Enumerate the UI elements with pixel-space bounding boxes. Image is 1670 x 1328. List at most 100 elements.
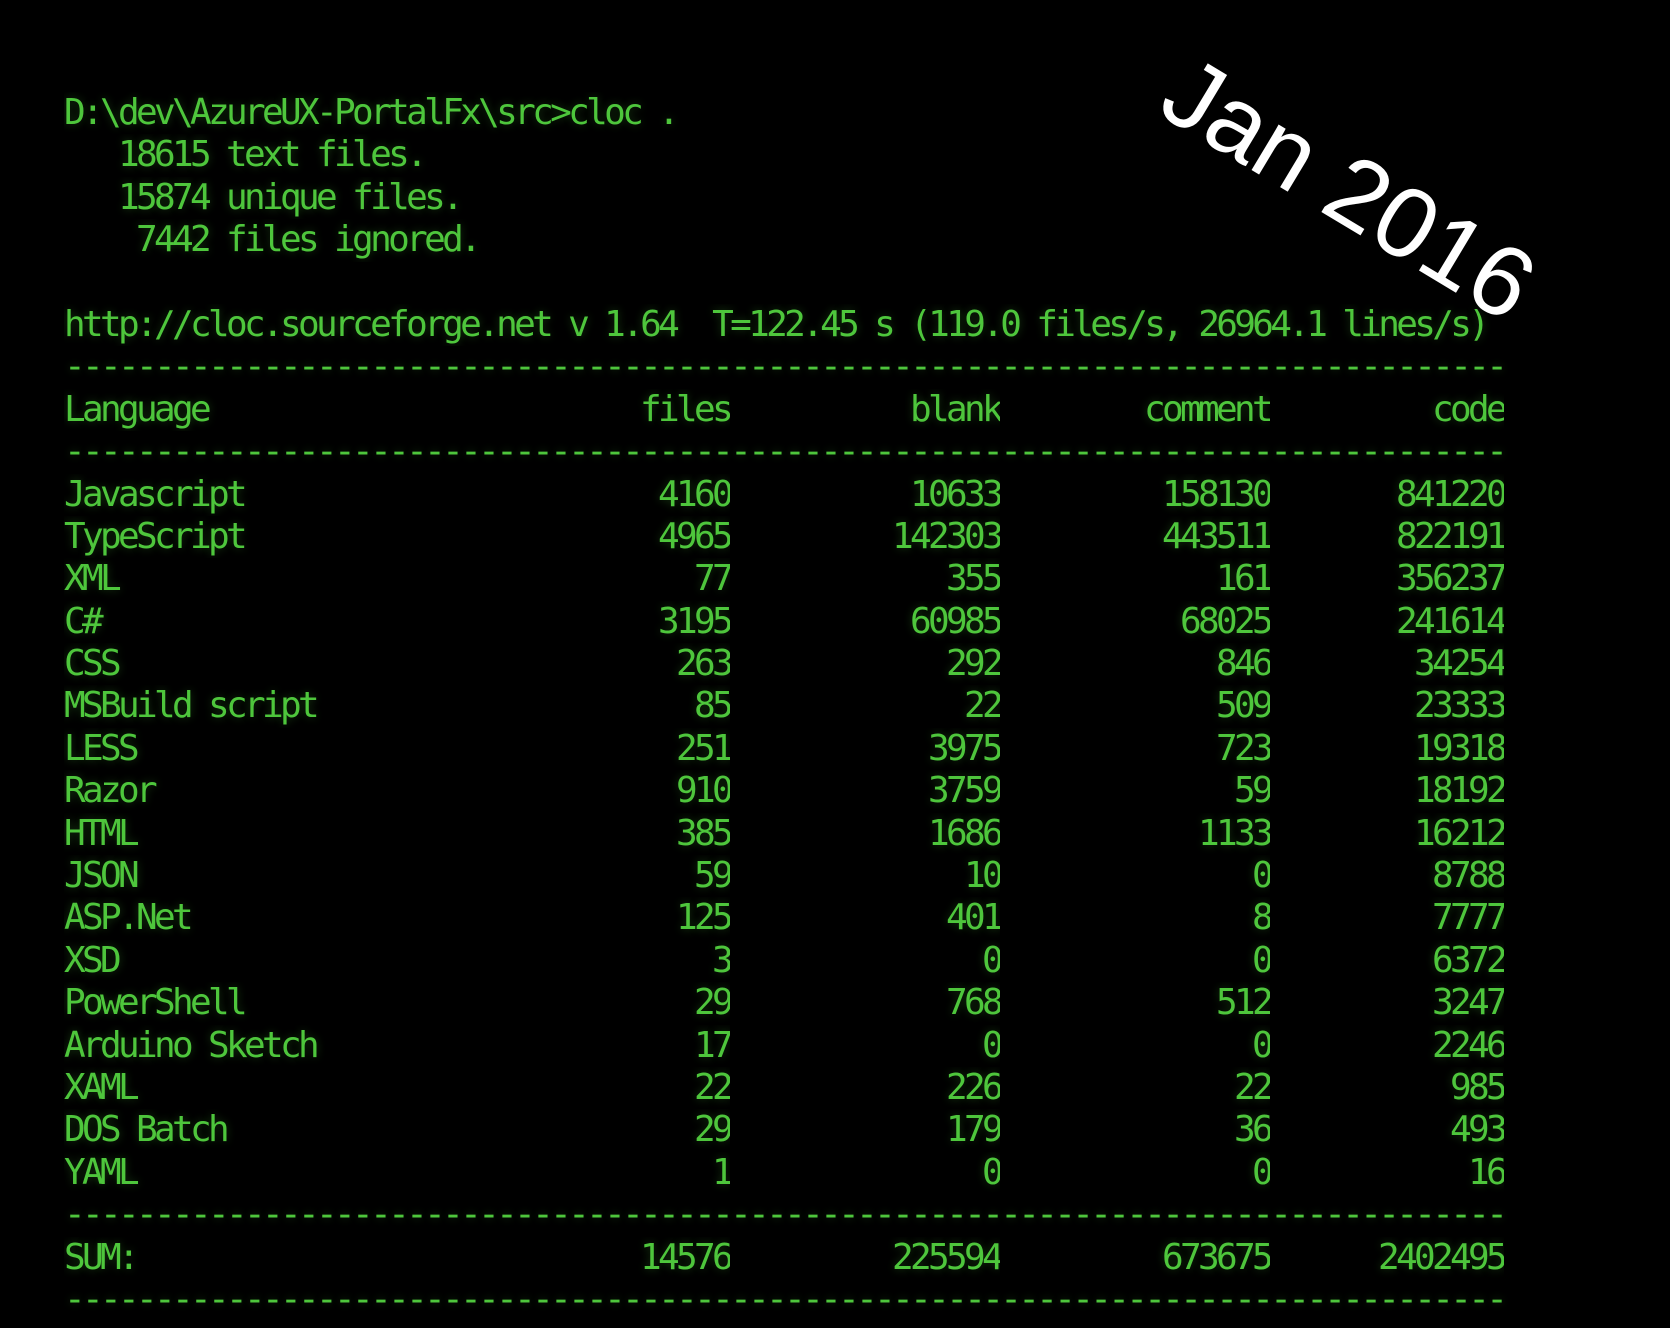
- files-cell: 4160: [657, 473, 730, 515]
- code-cell: 19318: [1413, 727, 1504, 769]
- comment-cell: 158130: [1161, 473, 1270, 515]
- sum-comment: 673675: [1161, 1236, 1270, 1278]
- comment-cell: 509: [1215, 685, 1270, 727]
- comment-cell: 723: [1215, 727, 1270, 769]
- blank-cell: 0: [981, 939, 1000, 981]
- code-cell: 822191: [1395, 515, 1504, 557]
- ignored-files-count-line: 7442 files ignored.: [64, 219, 482, 261]
- files-cell: 77: [693, 558, 730, 600]
- unique-files-count-line: 15874 unique files.: [64, 176, 464, 218]
- files-cell: 3: [711, 939, 730, 981]
- language-cell: LESS: [64, 727, 140, 769]
- table-row-razor: Razor 910 3759 59 18192: [64, 770, 1670, 812]
- code-cell: 23333: [1413, 685, 1504, 727]
- language-cell: TypeScript: [64, 515, 248, 557]
- sum-blank: 225594: [891, 1236, 1000, 1278]
- code-cell: 493: [1449, 1109, 1504, 1151]
- header-code: code: [1431, 388, 1504, 430]
- table-row-json: JSON 59 10 0 8788: [64, 855, 1670, 897]
- files-cell: 59: [693, 855, 730, 897]
- code-cell: 34254: [1413, 643, 1504, 685]
- text-files-count-line: 18615 text files.: [64, 134, 428, 176]
- table-row-yaml: YAML 1 0 0 16: [64, 1152, 1670, 1194]
- language-cell: DOS Batch: [64, 1109, 230, 1151]
- files-cell: 385: [675, 812, 730, 854]
- blank-cell: 10: [963, 855, 1000, 897]
- code-cell: 18192: [1413, 770, 1504, 812]
- code-cell: 985: [1449, 1066, 1504, 1108]
- sum-label: SUM:: [64, 1236, 140, 1278]
- language-cell: HTML: [64, 812, 140, 854]
- files-cell: 125: [675, 897, 730, 939]
- files-cell: 910: [675, 770, 730, 812]
- files-cell: 251: [675, 727, 730, 769]
- blank-cell: 10633: [909, 473, 1000, 515]
- language-cell: Arduino Sketch: [64, 1024, 320, 1066]
- code-cell: 356237: [1395, 558, 1504, 600]
- language-cell: ASP.Net: [64, 897, 194, 939]
- header-comment: comment: [1143, 388, 1270, 430]
- table-row-xml: XML 77 355 161 356237: [64, 558, 1670, 600]
- blank-cell: 179: [945, 1109, 1000, 1151]
- table-row-arduino-sketch: Arduino Sketch 17 0 0 2246: [64, 1025, 1670, 1067]
- code-cell: 16212: [1413, 812, 1504, 854]
- blank-cell: 1686: [927, 812, 1000, 854]
- language-cell: XML: [64, 558, 122, 600]
- language-cell: Javascript: [64, 473, 248, 515]
- blank-cell: 768: [945, 982, 1000, 1024]
- sum-code: 2402495: [1377, 1236, 1504, 1278]
- comment-cell: 0: [1251, 1024, 1270, 1066]
- blank-cell: 3759: [927, 770, 1000, 812]
- language-cell: JSON: [64, 855, 140, 897]
- blank-cell: 292: [945, 643, 1000, 685]
- table-row-less: LESS 251 3975 723 19318: [64, 728, 1670, 770]
- comment-cell: 161: [1215, 558, 1270, 600]
- comment-cell: 22: [1233, 1066, 1270, 1108]
- language-cell: PowerShell: [64, 982, 248, 1024]
- code-cell: 6372: [1431, 939, 1504, 981]
- files-cell: 29: [693, 1109, 730, 1151]
- blank-cell: 60985: [909, 600, 1000, 642]
- blank-cell: 226: [945, 1066, 1000, 1108]
- separator-line: ----------------------------------------…: [64, 346, 1508, 388]
- table-row-xsd: XSD 3 0 0 6372: [64, 940, 1670, 982]
- table-row-css: CSS 263 292 846 34254: [64, 643, 1670, 685]
- files-cell: 17: [693, 1024, 730, 1066]
- blank-cell: 3975: [927, 727, 1000, 769]
- files-cell: 263: [675, 643, 730, 685]
- table-row-csharp: C# 3195 60985 68025 241614: [64, 601, 1670, 643]
- header-language: Language: [64, 388, 212, 430]
- code-cell: 2246: [1431, 1024, 1504, 1066]
- files-cell: 85: [693, 685, 730, 727]
- comment-cell: 443511: [1161, 515, 1270, 557]
- code-cell: 7777: [1431, 897, 1504, 939]
- blank-cell: 355: [945, 558, 1000, 600]
- comment-cell: 8: [1251, 897, 1270, 939]
- comment-cell: 512: [1215, 982, 1270, 1024]
- language-cell: XAML: [64, 1066, 140, 1108]
- table-row-javascript: Javascript 4160 10633 158130 841220: [64, 474, 1670, 516]
- files-cell: 29: [693, 982, 730, 1024]
- separator-line: ----------------------------------------…: [64, 1194, 1508, 1236]
- blank-cell: 0: [981, 1151, 1000, 1193]
- table-header-row: Language files blank comment code: [64, 389, 1670, 431]
- comment-cell: 1133: [1197, 812, 1270, 854]
- comment-cell: 846: [1215, 643, 1270, 685]
- comment-cell: 0: [1251, 939, 1270, 981]
- code-cell: 241614: [1395, 600, 1504, 642]
- table-row-typescript: TypeScript 4965 142303 443511 822191: [64, 516, 1670, 558]
- language-cell: CSS: [64, 643, 122, 685]
- language-cell: C#: [64, 600, 104, 642]
- comment-cell: 36: [1233, 1109, 1270, 1151]
- files-cell: 4965: [657, 515, 730, 557]
- sum-files: 14576: [639, 1236, 730, 1278]
- code-cell: 3247: [1431, 982, 1504, 1024]
- table-row-powershell: PowerShell 29 768 512 3247: [64, 982, 1670, 1024]
- header-files: files: [639, 388, 730, 430]
- files-cell: 3195: [657, 600, 730, 642]
- table-row-aspnet: ASP.Net 125 401 8 7777: [64, 897, 1670, 939]
- language-cell: YAML: [64, 1151, 140, 1193]
- comment-cell: 59: [1233, 770, 1270, 812]
- cloc-version-stats-line: http://cloc.sourceforge.net v 1.64 T=122…: [64, 303, 1490, 345]
- table-row-msbuild-script: MSBuild script 85 22 509 23333: [64, 685, 1670, 727]
